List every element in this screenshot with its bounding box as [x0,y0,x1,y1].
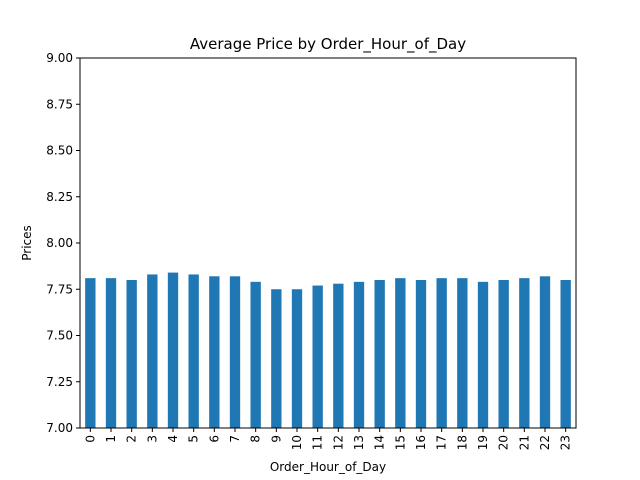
y-tick-label: 7.00 [46,421,73,435]
bar-hour-3 [147,274,158,428]
x-tick-label: 21 [517,435,531,450]
bar-hour-8 [250,281,261,428]
x-tick-label: 9 [269,435,283,443]
x-tick-label: 14 [373,435,387,450]
x-tick-label: 8 [249,435,263,443]
bar-hour-0 [85,278,96,428]
x-tick-label: 16 [414,435,428,450]
y-tick-label: 8.75 [46,97,73,111]
y-tick-label: 7.75 [46,282,73,296]
chart-title: Average Price by Order_Hour_of_Day [190,35,466,54]
bar-hour-13 [353,281,365,428]
plot-frame [79,57,577,429]
x-tick-label: 3 [145,435,159,443]
x-tick-label: 10 [290,435,304,450]
x-tick-label: 4 [166,435,180,443]
x-axis-label: Order_Hour_of_Day [270,460,386,474]
bar-hour-14 [374,280,385,428]
x-tick-label: 11 [311,435,325,450]
y-tick-label: 8.25 [46,190,73,204]
bar-hour-18 [457,278,468,428]
bar-hour-21 [519,278,530,428]
y-axis-label: Prices [20,225,34,261]
bar-hour-10 [291,289,303,428]
bar-hour-11 [312,285,323,428]
x-tick-label: 18 [455,435,469,450]
bar-hour-15 [395,278,406,428]
x-tick-label: 23 [559,435,573,450]
bar-hour-2 [126,280,137,428]
x-tick-label: 15 [393,435,407,450]
x-tick-label: 19 [476,435,490,450]
x-axis-ticks: 0 1 2 3 4 5 6 7 8 9 10 11 12 13 14 15 16 17 18 19 20 21 22 23 [83,428,573,450]
x-tick-label: 7 [228,435,242,443]
x-tick-label: 6 [207,435,221,443]
x-tick-label: 17 [435,435,449,450]
x-tick-label: 1 [104,435,118,443]
bar-hour-5 [188,274,199,428]
bars-group [85,272,571,428]
bar-hour-1 [105,278,117,428]
bar-hour-23 [560,280,571,428]
bar-hour-6 [209,276,220,428]
x-tick-label: 20 [497,435,511,450]
y-tick-label: 9.00 [46,51,73,65]
bar-hour-22 [539,276,551,428]
bar-hour-17 [436,278,447,428]
x-tick-label: 0 [83,435,97,443]
bar-hour-16 [415,280,427,428]
bar-hour-19 [477,281,489,428]
y-tick-label: 7.50 [46,329,73,343]
x-tick-label: 5 [187,435,201,443]
x-tick-label: 12 [331,435,345,450]
y-tick-label: 7.25 [46,375,73,389]
bar-hour-4 [167,272,179,428]
y-axis-ticks: 7.00 7.25 7.50 7.75 8.00 8.25 8.50 8.75 9.00 [46,51,80,435]
bar-hour-20 [498,280,509,428]
x-tick-label: 22 [538,435,552,450]
bar-hour-9 [271,289,282,428]
y-tick-label: 8.00 [46,236,73,250]
x-tick-label: 2 [125,435,139,443]
x-tick-label: 13 [352,435,366,450]
bar-hour-12 [333,283,344,428]
y-tick-label: 8.50 [46,144,73,158]
bar-hour-7 [229,276,241,428]
